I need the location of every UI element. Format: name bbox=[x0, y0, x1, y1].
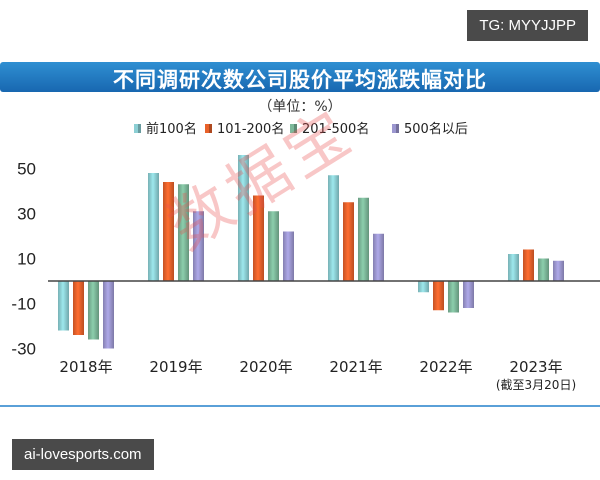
bar-chart: 前100名 101-200名 201-500名 500名以后 -30 -10 10 30 50 2… bbox=[11, 121, 600, 392]
x-tick-label: 2023年 bbox=[509, 358, 562, 376]
bar bbox=[268, 211, 279, 281]
y-tick-label: 10 bbox=[17, 250, 36, 269]
bar bbox=[148, 173, 159, 281]
bar bbox=[73, 281, 84, 335]
title-bar: 不同调研次数公司股价平均涨跌幅对比 bbox=[0, 62, 600, 92]
bar bbox=[328, 175, 339, 281]
legend-swatch bbox=[392, 124, 396, 133]
bar bbox=[283, 231, 294, 281]
bar bbox=[553, 260, 564, 281]
legend-swatch bbox=[134, 124, 138, 133]
bar bbox=[238, 155, 249, 281]
legend-swatch-shade bbox=[396, 124, 399, 133]
x-tick-label: 2019年 bbox=[149, 358, 202, 376]
x-tick-note: (截至3月20日) bbox=[496, 378, 576, 392]
source-tag-bottom: ai-lovesports.com bbox=[12, 439, 154, 470]
x-tick-label: 2022年 bbox=[419, 358, 472, 376]
legend-label: 201-500名 bbox=[302, 121, 369, 137]
bar bbox=[448, 281, 459, 313]
y-tick-label: -10 bbox=[11, 295, 36, 314]
bar bbox=[88, 281, 99, 340]
x-tick-label: 2020年 bbox=[239, 358, 292, 376]
bar bbox=[163, 182, 174, 281]
legend-swatch-shade bbox=[138, 124, 141, 133]
bottom-divider bbox=[0, 405, 600, 407]
bar bbox=[463, 281, 474, 308]
y-tick-label: 30 bbox=[17, 205, 36, 224]
source-tag-top: TG: MYYJJPP bbox=[467, 10, 588, 41]
legend-label: 前100名 bbox=[146, 121, 197, 137]
bar bbox=[58, 281, 69, 331]
bar bbox=[508, 254, 519, 281]
legend-label: 101-200名 bbox=[217, 121, 284, 137]
bar bbox=[178, 184, 189, 281]
y-tick-label: 50 bbox=[17, 160, 36, 179]
chart-title: 不同调研次数公司股价平均涨跌幅对比 bbox=[113, 68, 487, 92]
bar bbox=[538, 258, 549, 281]
unit-label: （单位：%） bbox=[258, 99, 342, 115]
legend-swatch bbox=[205, 124, 209, 133]
bar bbox=[433, 281, 444, 311]
legend-swatch bbox=[290, 124, 294, 133]
x-tick-label: 2021年 bbox=[329, 358, 382, 376]
bar bbox=[373, 233, 384, 281]
bar bbox=[193, 211, 204, 281]
x-tick-label: 2018年 bbox=[59, 358, 112, 376]
bar bbox=[343, 202, 354, 281]
y-tick-label: -30 bbox=[11, 340, 36, 359]
legend-label: 500名以后 bbox=[404, 121, 468, 137]
legend-swatch-shade bbox=[294, 124, 297, 133]
bar bbox=[418, 281, 429, 293]
legend-swatch-shade bbox=[209, 124, 212, 133]
bar bbox=[523, 249, 534, 281]
bar bbox=[103, 281, 114, 349]
bar bbox=[253, 195, 264, 281]
bar bbox=[358, 197, 369, 281]
